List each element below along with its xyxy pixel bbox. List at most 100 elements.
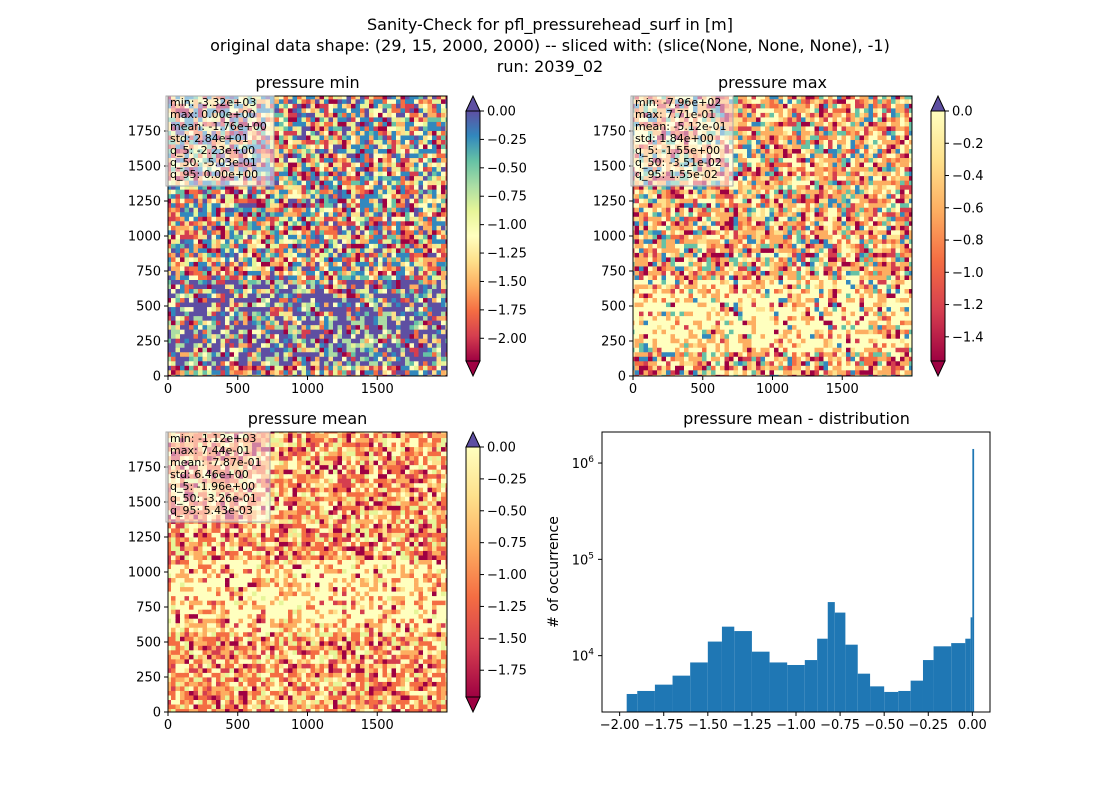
stats-line: q_50: -3.26e-01 [170,492,257,505]
stats-line: q_5: -1.55e+00 [635,144,720,157]
y-tick-label: 106 [572,455,595,472]
histogram-bar [654,684,673,712]
y-tick-label: 750 [601,265,626,280]
histogram-bar [834,612,846,712]
x-tick-label: −1.25 [732,718,772,733]
colorbar: 0.0 −0.2 −0.4 −0.6 −0.8 −1.0 −1.2 −1.4 [930,94,984,378]
histogram-bar [898,690,911,712]
histogram-bar [933,646,952,712]
axis-ticks: 0 500 1000 1500 0 250 500 750 1000 1250 1500 1750 [593,125,859,398]
colorbar-tick-label: −0.50 [487,161,527,176]
y-tick-label: 500 [601,300,626,315]
x-tick-label: 0 [164,718,172,733]
stats-line: q_5: -2.23e+00 [170,144,255,157]
colorbar-frame [930,110,946,362]
y-tick-label: 105 [572,551,594,568]
y-tick-label: 1250 [128,531,161,546]
panel-pressure-mean-distribution: pressure mean - distribution # of occurr… [546,409,991,733]
colorbar-tick-label: −1.75 [487,303,527,318]
x-tick-label: 0 [164,382,172,397]
colorbar-tick-label: −1.25 [487,600,527,615]
x-tick-label: 1000 [291,718,324,733]
y-tick-label: 1750 [128,461,161,476]
stats-box: min: -1.12e+03 max: 7.44e-01 mean: -7.87… [165,431,271,523]
y-tick-label: 750 [136,265,161,280]
stats-box: min: -7.96e+02 max: 7.71e-01 mean: -5.12… [630,95,734,187]
colorbar-body [931,111,945,361]
panel-pressure-max: pressure max 0 500 1000 1500 0 250 500 750 1000 1… [593,73,984,397]
colorbar: 0.00 −0.25 −0.50 −0.75 −1.00 −1.25 −1.50 −1.75 −… [465,94,527,378]
colorbar-tick-label: −0.2 [952,137,984,152]
colorbar-tick-label: −1.50 [487,632,527,647]
x-tick-label: 1500 [826,382,859,397]
histogram-bar [857,673,871,712]
x-tick-label: 0.00 [958,718,987,733]
x-tick-label: 1500 [361,718,394,733]
y-tick-label: 750 [136,601,161,616]
stats-line: q_95: 1.55e-02 [635,168,718,181]
histogram-bar [827,602,835,712]
stats-box-background [165,95,275,187]
panel-pressure-min: pressure min 0 500 1000 1500 0 250 500 750 1000 1… [128,73,527,397]
stats-line: max: 0.00e+00 [170,108,256,121]
histogram-bar [870,686,885,712]
colorbar-tick-label: 0.00 [487,441,516,456]
histogram-bar [626,693,638,712]
colorbar-extend-top [465,94,481,112]
colorbar-body [466,447,480,697]
histogram-bar [845,644,858,712]
colorbar-tick-label: −0.75 [487,536,527,551]
x-tick-label: −1.00 [776,718,816,733]
panel-title: pressure min [255,73,359,92]
y-tick-label: 0 [153,370,161,385]
histogram-bar [751,651,770,712]
y-tick-label: 1750 [593,125,626,140]
y-tick-label: 0 [618,370,626,385]
figure-title-line-3: run: 2039_02 [497,57,603,77]
histogram-bar [965,638,971,712]
histogram-bar [884,691,899,712]
x-tick-label: 0 [629,382,637,397]
histogram-bar [707,641,722,712]
colorbar-tick-label: −0.25 [487,133,527,148]
y-tick-label: 1000 [128,566,161,581]
stats-line: max: 7.44e-01 [170,444,250,457]
y-tick-label: 250 [136,671,161,686]
stats-box-background [165,431,271,523]
y-tick-label: 1250 [593,195,626,210]
colorbar-body [466,111,480,361]
stats-box: min: -3.32e+03 max: 0.00e+00 mean: -1.76… [165,95,275,187]
histogram-bar [804,660,818,712]
colorbar-frame [465,446,481,698]
colorbar-ticks: 0.00 −0.25 −0.50 −0.75 −1.00 −1.25 −1.50 −1.75 −… [480,105,527,347]
colorbar-tick-label: −0.4 [952,169,984,184]
x-tick-label: −0.75 [820,718,860,733]
colorbar-ticks: 0.0 −0.2 −0.4 −0.6 −0.8 −1.0 −1.2 −1.4 [945,105,984,345]
panel-title: pressure mean [248,409,368,428]
stats-line: max: 7.71e-01 [635,108,715,121]
x-tick-label: −1.50 [688,718,728,733]
histogram-bar [951,643,966,712]
figure-title-line-1: Sanity-Check for pfl_pressurehead_surf i… [367,15,733,35]
histogram-bar [690,662,708,712]
stats-line: std: 6.46e+00 [170,468,249,481]
y-tick-label: 250 [601,335,626,350]
x-tick-label: −0.25 [908,718,948,733]
colorbar-ticks: 0.00 −0.25 −0.50 −0.75 −1.00 −1.25 −1.50 −1.75 [480,441,527,679]
colorbar-tick-label: −0.50 [487,504,527,519]
y-tick-label: 1000 [128,230,161,245]
histogram-bar [970,617,973,712]
histogram-bar [721,626,735,712]
axis-ticks: 0 500 1000 1500 0 250 500 750 1000 1250 1500 1750 [128,125,394,398]
colorbar-tick-label: −1.50 [487,275,527,290]
histogram-bar [769,662,788,712]
colorbar-extend-bottom [465,360,481,378]
colorbar-tick-label: −1.4 [952,330,984,345]
colorbar-tick-label: −1.0 [952,266,984,281]
colorbar-tick-label: −1.75 [487,664,527,679]
histogram-bar [637,690,655,712]
y-tick-label: 104 [572,648,595,665]
y-tick-label: 1750 [128,125,161,140]
y-tick-label: 0 [153,706,161,721]
x-tick-label: 1000 [756,382,789,397]
